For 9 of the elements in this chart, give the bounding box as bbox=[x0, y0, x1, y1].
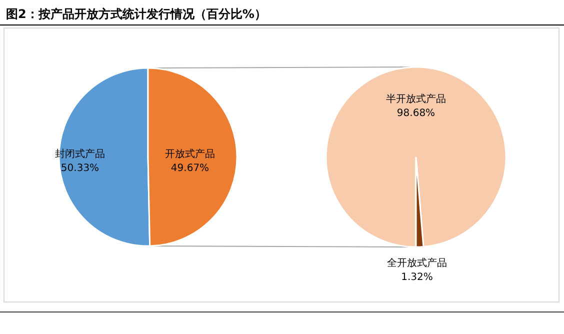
chart-title: 图2：按产品开放方式统计发行情况（百分比%） bbox=[6, 7, 266, 21]
data-label: 49.67% bbox=[170, 163, 210, 174]
data-label: 50.33% bbox=[60, 163, 100, 174]
slice-label: 全开放式产品 bbox=[387, 257, 447, 269]
slice-label: 封闭式产品 bbox=[55, 148, 105, 160]
slice-label: 半开放式产品 bbox=[386, 93, 446, 105]
data-label: 98.68% bbox=[396, 108, 436, 119]
slice-label: 开放式产品 bbox=[165, 148, 215, 160]
data-label: 1.32% bbox=[401, 272, 433, 283]
